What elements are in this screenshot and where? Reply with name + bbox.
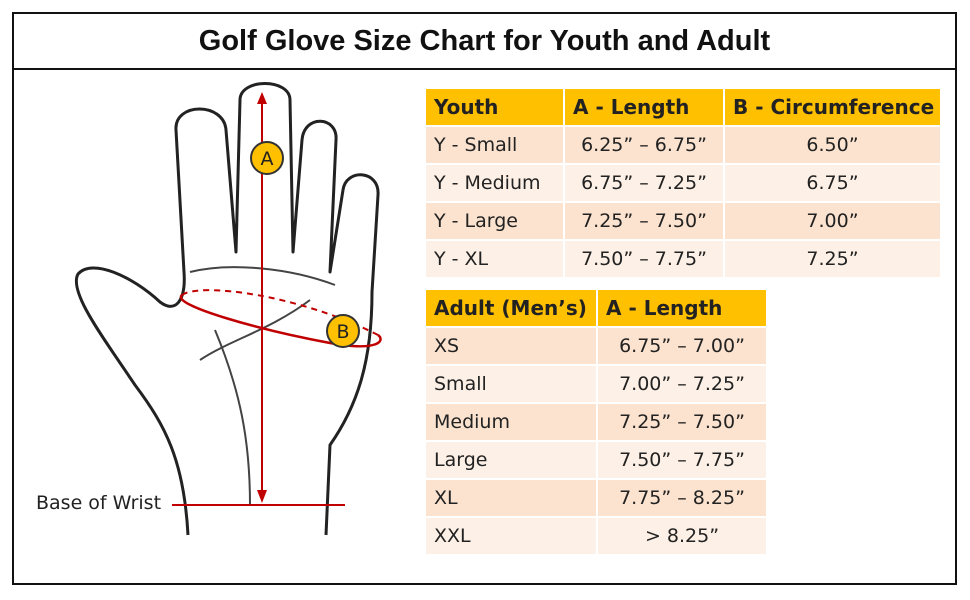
- header-row: Adult (Men’s) A - Length: [426, 290, 768, 326]
- table-cell: 7.25” – 7.50”: [565, 203, 723, 239]
- column-header: Youth: [426, 89, 563, 125]
- table-cell: 6.75” – 7.00”: [598, 328, 766, 364]
- frame: Golf Glove Size Chart for Youth and Adul…: [12, 12, 957, 585]
- table-cell: Large: [426, 442, 596, 478]
- table-cell: 7.00”: [725, 203, 940, 239]
- column-header: A - Length: [565, 89, 723, 125]
- table-row: Large 7.50” – 7.75”: [426, 442, 768, 478]
- table-cell: XXL: [426, 518, 596, 554]
- table-cell: Y - XL: [426, 241, 563, 277]
- table-cell: 7.75” – 8.25”: [598, 480, 766, 516]
- table-cell: 7.25”: [725, 241, 940, 277]
- table-cell: Y - Small: [426, 127, 563, 163]
- table-cell: Y - Large: [426, 203, 563, 239]
- table-cell: 6.25” – 6.75”: [565, 127, 723, 163]
- title: Golf Glove Size Chart for Youth and Adul…: [14, 14, 955, 70]
- table-cell: XS: [426, 328, 596, 364]
- table-cell: 7.50” – 7.75”: [598, 442, 766, 478]
- youth-table: Youth A - Length B - Circumference Y - Smal…: [426, 89, 942, 279]
- table-cell: XL: [426, 480, 596, 516]
- wrist-label: Base of Wrist: [36, 492, 161, 514]
- circumference-front: [179, 294, 382, 348]
- hand-diagram: A B Base of Wrist: [36, 82, 382, 536]
- table-cell: Small: [426, 366, 596, 402]
- header-row: Youth A - Length B - Circumference: [426, 89, 942, 125]
- table-cell: 7.25” – 7.50”: [598, 404, 766, 440]
- table-cell: 6.75” – 7.25”: [565, 165, 723, 201]
- table-cell: 6.50”: [725, 127, 940, 163]
- palm-crease: [189, 266, 336, 506]
- adult-table: Adult (Men’s) A - Length XS 6.75” – 7.00” Sm…: [426, 290, 768, 556]
- marker-b: [326, 314, 360, 348]
- marker-a: [250, 141, 284, 175]
- column-header: A - Length: [598, 290, 766, 326]
- arrow-head-bottom: [257, 490, 267, 503]
- table-row: XXL > 8.25”: [426, 518, 768, 554]
- table-row: Medium 7.25” – 7.50”: [426, 404, 768, 440]
- table-row: Small 7.00” – 7.25”: [426, 366, 768, 402]
- table-cell: Medium: [426, 404, 596, 440]
- table-cell: 6.75”: [725, 165, 940, 201]
- table-row: Y - Medium 6.75” – 7.25” 6.75”: [426, 165, 942, 201]
- table-cell: 7.00” – 7.25”: [598, 366, 766, 402]
- table-cell: Y - Medium: [426, 165, 563, 201]
- table-row: Y - XL 7.50” – 7.75” 7.25”: [426, 241, 942, 277]
- table-cell: 7.50” – 7.75”: [565, 241, 723, 277]
- table-row: Y - Small 6.25” – 6.75” 6.50”: [426, 127, 942, 163]
- column-header: Adult (Men’s): [426, 290, 596, 326]
- table-row: XL 7.75” – 8.25”: [426, 480, 768, 516]
- marker-b-label: B: [336, 321, 349, 343]
- arrow-head-top: [257, 92, 267, 104]
- column-header: B - Circumference: [725, 89, 940, 125]
- marker-a-label: A: [261, 148, 274, 170]
- hand-outline: [74, 82, 380, 536]
- table-row: Y - Large 7.25” – 7.50” 7.00”: [426, 203, 942, 239]
- table-row: XS 6.75” – 7.00”: [426, 328, 768, 364]
- table-cell: > 8.25”: [598, 518, 766, 554]
